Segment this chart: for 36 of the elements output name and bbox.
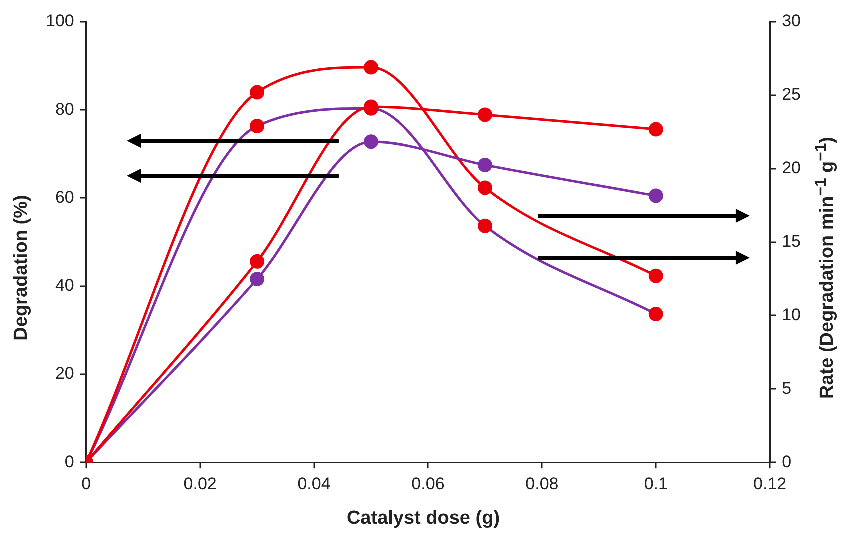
x-tick-label: 0.04 xyxy=(298,474,331,494)
y2-tick-label: 15 xyxy=(782,232,802,251)
point xyxy=(478,218,492,234)
y-tick-label: 20 xyxy=(55,364,74,384)
y-axis-title: Degradation (%) xyxy=(11,195,33,341)
x-tick-label: 0.08 xyxy=(526,474,559,494)
point xyxy=(648,268,664,284)
point xyxy=(478,108,492,122)
point xyxy=(648,188,664,204)
y2-tick-label: 20 xyxy=(782,158,802,178)
x-tick-label: 0.12 xyxy=(754,474,787,494)
point xyxy=(250,272,265,287)
y-tick-label: 80 xyxy=(55,100,74,119)
point xyxy=(478,158,492,172)
y2-tick-label: 25 xyxy=(782,85,802,104)
point xyxy=(364,134,378,150)
y2-tick-label: 5 xyxy=(782,378,792,398)
x-tick-label: 0 xyxy=(82,474,92,494)
y2-tick-label: 30 xyxy=(782,12,802,31)
y-tick-label: 0 xyxy=(64,452,74,472)
point xyxy=(250,85,265,100)
point xyxy=(648,307,664,322)
point xyxy=(364,60,378,75)
y2-tick-label: 0 xyxy=(782,452,792,472)
y-tick-label: 100 xyxy=(46,12,74,31)
x-axis-title: Catalyst dose (g) xyxy=(346,508,502,530)
point xyxy=(250,254,265,269)
x-tick-label: 0.02 xyxy=(184,474,217,494)
x-tick-label: 0.06 xyxy=(412,474,445,494)
y-tick-label: 60 xyxy=(55,188,74,207)
point xyxy=(250,119,265,134)
y2-tick-label: 10 xyxy=(782,305,802,324)
x-tick-label: 0.1 xyxy=(644,474,668,494)
point xyxy=(648,122,664,137)
y-tick-label: 40 xyxy=(55,276,74,296)
point xyxy=(478,180,492,196)
